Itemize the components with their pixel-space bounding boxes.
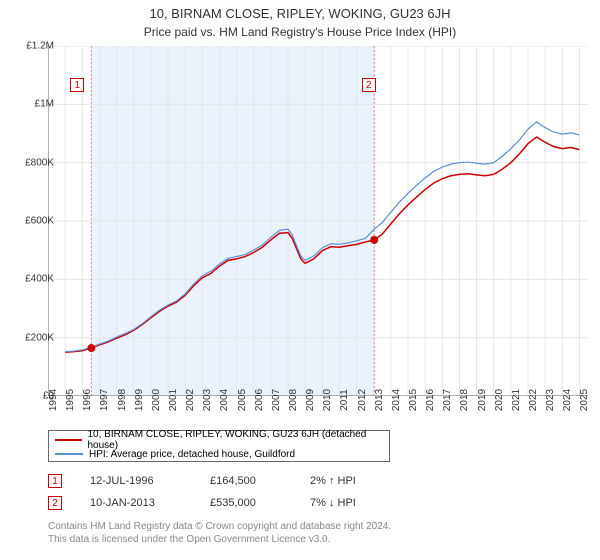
y-tick-label: £800K <box>12 157 54 168</box>
x-tick-label: 2005 <box>237 389 248 411</box>
x-tick-label: 2011 <box>339 389 350 411</box>
x-tick-label: 2019 <box>477 389 488 411</box>
x-tick-label: 1994 <box>48 389 59 411</box>
legend-swatch <box>55 439 82 441</box>
y-tick-label: £1M <box>12 99 54 110</box>
x-tick-label: 1996 <box>82 389 93 411</box>
x-tick-label: 2022 <box>528 389 539 411</box>
x-tick-label: 1995 <box>65 389 76 411</box>
x-tick-label: 1998 <box>117 389 128 411</box>
sale-date: 12-JUL-1996 <box>90 475 210 487</box>
sale-row: 2 10-JAN-2013£535,0007% ↓ HPI <box>48 492 410 514</box>
x-tick-label: 2013 <box>374 389 385 411</box>
chart-plot <box>48 46 588 396</box>
x-tick-label: 2016 <box>425 389 436 411</box>
sale-price: £164,500 <box>210 475 310 487</box>
sale-badge: 1 <box>48 474 62 488</box>
x-tick-label: 2004 <box>219 389 230 411</box>
legend-swatch <box>55 453 83 455</box>
x-tick-label: 2007 <box>271 389 282 411</box>
x-tick-label: 2010 <box>322 389 333 411</box>
x-tick-label: 2017 <box>442 389 453 411</box>
sale-price: £535,000 <box>210 497 310 509</box>
sale-diff: 2% ↑ HPI <box>310 475 410 487</box>
attribution-line1: Contains HM Land Registry data © Crown c… <box>48 520 391 533</box>
x-tick-label: 2006 <box>254 389 265 411</box>
chart-title: 10, BIRNAM CLOSE, RIPLEY, WOKING, GU23 6… <box>0 0 600 21</box>
x-tick-label: 2020 <box>494 389 505 411</box>
x-tick-label: 2009 <box>305 389 316 411</box>
sale-diff: 7% ↓ HPI <box>310 497 410 509</box>
sale-marker-badge: 1 <box>70 78 84 92</box>
x-tick-label: 2014 <box>391 389 402 411</box>
x-tick-label: 2018 <box>459 389 470 411</box>
y-tick-label: £600K <box>12 216 54 227</box>
x-tick-label: 2002 <box>185 389 196 411</box>
y-tick-label: £400K <box>12 274 54 285</box>
x-tick-label: 2025 <box>579 389 590 411</box>
legend: 10, BIRNAM CLOSE, RIPLEY, WOKING, GU23 6… <box>48 430 390 462</box>
x-tick-label: 2021 <box>511 389 522 411</box>
sales-table: 1 12-JUL-1996£164,5002% ↑ HPI 2 10-JAN-2013… <box>48 470 410 514</box>
chart-subtitle: Price paid vs. HM Land Registry's House … <box>0 21 600 45</box>
sale-row: 1 12-JUL-1996£164,5002% ↑ HPI <box>48 470 410 492</box>
y-tick-label: £200K <box>12 332 54 343</box>
sale-date: 10-JAN-2013 <box>90 497 210 509</box>
x-tick-label: 2001 <box>168 389 179 411</box>
x-tick-label: 2008 <box>288 389 299 411</box>
chart-container: 10, BIRNAM CLOSE, RIPLEY, WOKING, GU23 6… <box>0 0 600 560</box>
x-tick-label: 1999 <box>134 389 145 411</box>
legend-label: HPI: Average price, detached house, Guil… <box>89 449 295 460</box>
x-tick-label: 2012 <box>357 389 368 411</box>
sale-marker-badge: 2 <box>362 78 376 92</box>
x-tick-label: 2023 <box>545 389 556 411</box>
attribution: Contains HM Land Registry data © Crown c… <box>48 520 391 546</box>
x-tick-label: 1997 <box>99 389 110 411</box>
attribution-line2: This data is licensed under the Open Gov… <box>48 533 391 546</box>
y-tick-label: £1.2M <box>12 41 54 52</box>
x-tick-label: 2000 <box>151 389 162 411</box>
x-tick-label: 2003 <box>202 389 213 411</box>
x-tick-label: 2015 <box>408 389 419 411</box>
sale-badge: 2 <box>48 496 62 510</box>
legend-item: 10, BIRNAM CLOSE, RIPLEY, WOKING, GU23 6… <box>55 433 383 447</box>
x-tick-label: 2024 <box>562 389 573 411</box>
